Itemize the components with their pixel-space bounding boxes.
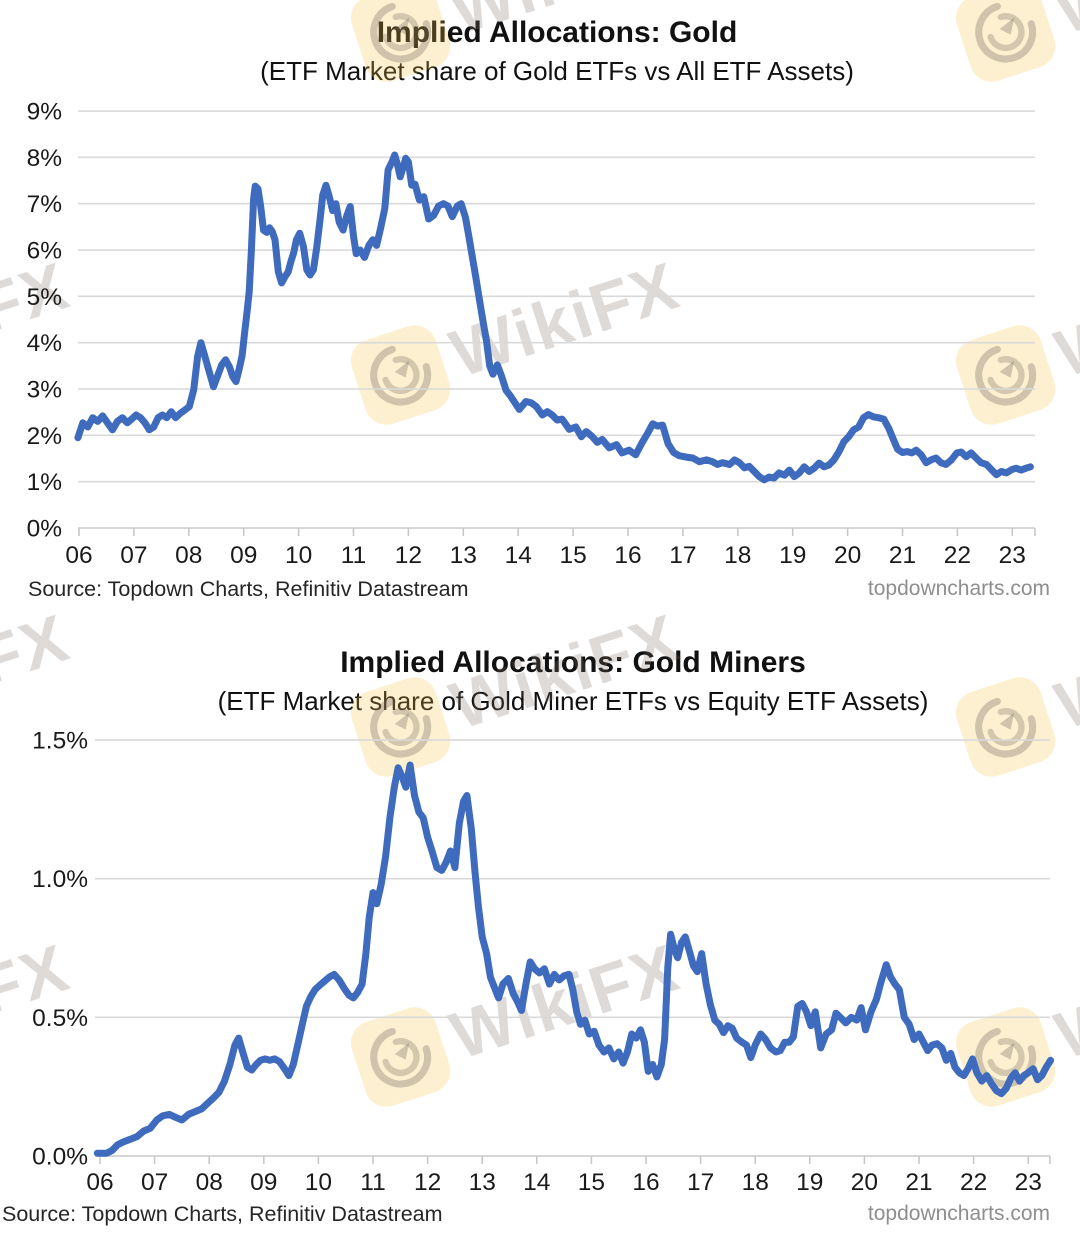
gold-miners-chart-title: Implied Allocations: Gold Miners	[340, 646, 806, 679]
y-axis-tick-label: 1.0%	[32, 866, 88, 893]
x-axis-tick-label: 08	[175, 542, 202, 569]
x-axis-tick-label: 23	[1015, 1169, 1042, 1196]
x-axis-tick-label: 10	[305, 1169, 332, 1196]
y-axis-tick-label: 7%	[27, 191, 62, 218]
x-axis-tick-label: 21	[905, 1169, 932, 1196]
x-axis-tick-label: 13	[469, 1169, 496, 1196]
x-axis-tick-label: 16	[614, 542, 641, 569]
x-axis-tick-label: 06	[86, 1169, 113, 1196]
x-axis-tick-label: 15	[559, 542, 586, 569]
x-axis-tick-label: 16	[632, 1169, 659, 1196]
gold-miners-chart-subtitle: (ETF Market share of Gold Miner ETFs vs …	[217, 686, 929, 716]
y-axis-tick-label: 0.5%	[32, 1005, 88, 1032]
gold-miners-line-chart: 0.0% 0.5% 1.0% 1.5% 06 07 08 09 10 11 12 13 14 15 16 17…	[32, 728, 1055, 1196]
x-axis-tick-label: 14	[523, 1169, 550, 1196]
x-axis-tick-label: 13	[450, 542, 477, 569]
x-axis-tick-label: 07	[141, 1169, 168, 1196]
y-axis-tick-label: 4%	[27, 330, 62, 357]
x-axis-tick-label: 08	[196, 1169, 223, 1196]
x-axis-tick-label: 15	[578, 1169, 605, 1196]
x-axis-tick-label: 18	[742, 1169, 769, 1196]
x-axis-tick-label: 20	[851, 1169, 878, 1196]
x-axis-tick-label: 09	[250, 1169, 277, 1196]
x-axis-tick-label: 19	[796, 1169, 823, 1196]
website-credit: topdowncharts.com	[867, 577, 1050, 600]
x-axis-tick-label: 14	[505, 542, 532, 569]
x-axis-tick-label: 17	[669, 542, 696, 569]
y-axis-tick-label: 6%	[27, 238, 62, 265]
y-axis-tick-label: 3%	[27, 377, 62, 404]
data-line-gold-miners	[93, 761, 1055, 1157]
gold-chart-panel: Implied Allocations: Gold (ETF Market sh…	[0, 16, 1080, 603]
gold-line-chart: 0% 1% 2% 3% 4% 5% 6% 7% 8% 9% 06 07 08 09 10 11 12 13 14 15…	[27, 99, 1036, 569]
y-axis-tick-label: 9%	[27, 99, 62, 126]
x-axis-tick-label: 20	[834, 542, 861, 569]
x-axis-tick-label: 10	[285, 542, 312, 569]
x-axis-tick-label: 07	[120, 542, 147, 569]
x-axis-tick-label: 22	[944, 542, 971, 569]
source-credit: Source: Topdown Charts, Refinitiv Datast…	[2, 1202, 443, 1226]
x-axis-tick-label: 21	[889, 542, 916, 569]
y-axis-tick-label: 1%	[27, 469, 62, 496]
x-axis-tick-label: 19	[779, 542, 806, 569]
x-axis-tick-label: 06	[65, 542, 92, 569]
gold-chart-footer: Source: Topdown Charts, Refinitiv Datast…	[0, 577, 1080, 603]
x-axis-tick-label: 17	[687, 1169, 714, 1196]
y-axis-tick-label: 0.0%	[32, 1144, 88, 1171]
x-axis-tick-label: 22	[960, 1169, 987, 1196]
gold-chart-subtitle: (ETF Market share of Gold ETFs vs All ET…	[260, 56, 854, 86]
x-axis-tick-label: 18	[724, 542, 751, 569]
y-axis-tick-label: 1.5%	[32, 728, 88, 755]
y-axis-tick-label: 0%	[27, 516, 62, 543]
x-axis-tick-label: 12	[395, 542, 422, 569]
gold-miners-chart-panel: Implied Allocations: Gold Miners (ETF Ma…	[0, 618, 1080, 1236]
gold-miners-chart-footer: Source: Topdown Charts, Refinitiv Datast…	[0, 1202, 1080, 1228]
gold-chart-title: Implied Allocations: Gold	[376, 16, 738, 49]
y-axis-tick-label: 2%	[27, 423, 62, 450]
x-axis-tick-label: 23	[999, 542, 1026, 569]
y-axis-tick-label: 8%	[27, 145, 62, 172]
x-axis-tick-label: 12	[414, 1169, 441, 1196]
source-credit: Source: Topdown Charts, Refinitiv Datast…	[28, 577, 469, 601]
x-axis-tick-label: 09	[230, 542, 257, 569]
x-axis-tick-label: 11	[341, 542, 366, 569]
y-axis-tick-label: 5%	[27, 284, 62, 311]
x-axis-tick-label: 11	[360, 1169, 385, 1196]
data-line-gold	[74, 151, 1034, 484]
website-credit: topdowncharts.com	[867, 1202, 1050, 1225]
